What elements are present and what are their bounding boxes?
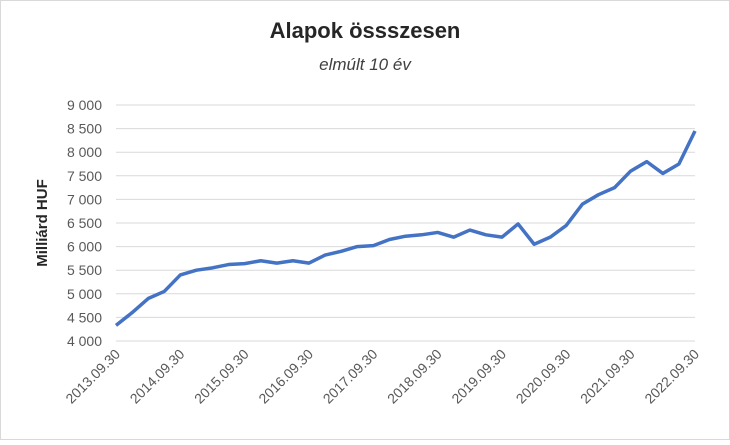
- y-tick-label: 4 000: [67, 333, 102, 349]
- y-tick-label: 5 000: [67, 286, 102, 302]
- chart-subtitle: elmúlt 10 év: [319, 55, 412, 74]
- y-tick-label: 5 500: [67, 262, 102, 278]
- y-tick-label: 6 500: [67, 215, 102, 231]
- y-tick-label: 7 000: [67, 191, 102, 207]
- chart-title: Alapok össszesen: [270, 18, 461, 43]
- y-tick-label: 6 000: [67, 239, 102, 255]
- y-tick-label: 8 500: [67, 121, 102, 137]
- y-axis-label: Milliárd HUF: [34, 179, 51, 267]
- data-line: [114, 130, 697, 327]
- y-tick-label: 7 500: [67, 168, 102, 184]
- y-tick-label: 4 500: [67, 309, 102, 325]
- y-tick-label: 8 000: [67, 144, 102, 160]
- y-tick-label: 9 000: [67, 97, 102, 113]
